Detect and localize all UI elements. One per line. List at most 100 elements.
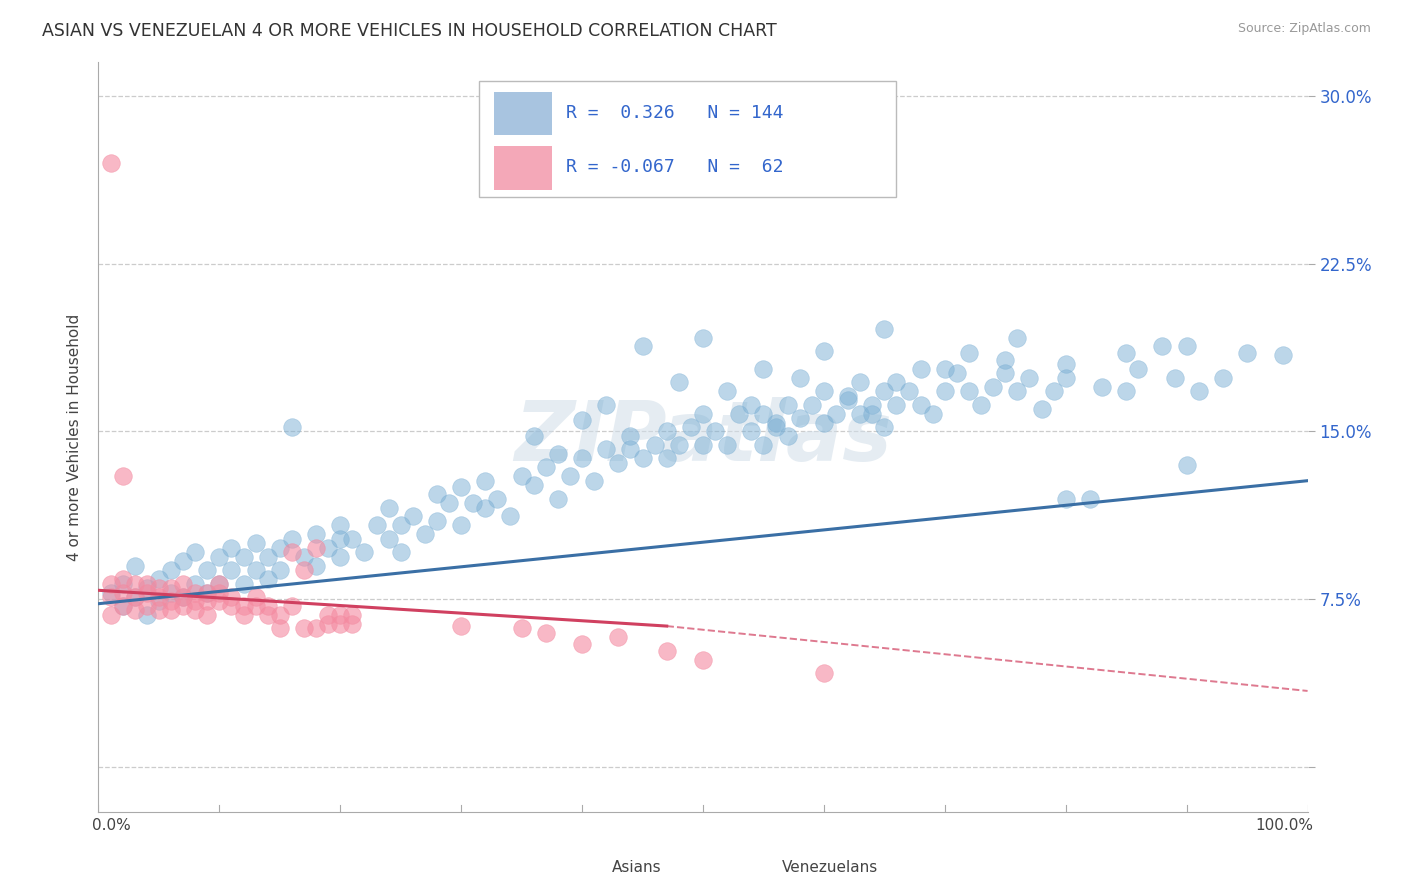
Point <box>776 398 799 412</box>
Point <box>256 549 278 564</box>
Point <box>100 156 122 170</box>
Point <box>897 384 920 399</box>
Point <box>377 532 399 546</box>
Point <box>534 625 557 640</box>
Point <box>752 438 775 452</box>
Point <box>510 621 533 635</box>
Point <box>184 545 207 559</box>
Point <box>740 398 762 412</box>
Point <box>813 666 835 681</box>
Point <box>1175 458 1198 472</box>
Point <box>704 425 727 439</box>
Point <box>269 541 291 555</box>
Point <box>208 594 231 608</box>
Point <box>208 576 231 591</box>
Point <box>934 384 956 399</box>
Point <box>172 590 194 604</box>
Point <box>148 572 170 586</box>
Text: Source: ZipAtlas.com: Source: ZipAtlas.com <box>1237 22 1371 36</box>
Point <box>160 603 183 617</box>
Point <box>1188 384 1211 399</box>
Point <box>208 585 231 599</box>
Point <box>160 581 183 595</box>
Point <box>256 599 278 613</box>
Point <box>124 558 146 573</box>
Point <box>208 576 231 591</box>
Point <box>523 478 546 492</box>
Point <box>184 594 207 608</box>
Point <box>595 398 617 412</box>
Point <box>679 420 702 434</box>
Point <box>100 607 122 622</box>
Point <box>510 469 533 483</box>
Point <box>1031 402 1053 417</box>
Point <box>111 599 134 613</box>
Point <box>389 518 412 533</box>
Point <box>571 637 593 651</box>
Point <box>957 346 980 360</box>
Point <box>692 407 714 421</box>
Point <box>1272 348 1295 362</box>
Point <box>232 607 254 622</box>
Point <box>994 352 1017 367</box>
Point <box>256 572 278 586</box>
Point <box>221 590 243 604</box>
Point <box>631 451 654 466</box>
Point <box>195 585 218 599</box>
Point <box>111 572 134 586</box>
Point <box>1128 362 1150 376</box>
Point <box>910 398 932 412</box>
Point <box>813 384 835 399</box>
Point <box>765 416 787 430</box>
Point <box>994 367 1017 381</box>
Point <box>860 407 883 421</box>
Point <box>800 398 823 412</box>
Point <box>245 590 267 604</box>
Point <box>1212 371 1234 385</box>
Point <box>655 643 678 657</box>
Point <box>148 590 170 604</box>
Point <box>305 541 328 555</box>
Point <box>195 607 218 622</box>
Point <box>342 607 364 622</box>
FancyBboxPatch shape <box>479 81 897 197</box>
Point <box>631 339 654 353</box>
FancyBboxPatch shape <box>727 856 773 880</box>
Point <box>316 541 339 555</box>
FancyBboxPatch shape <box>494 146 551 190</box>
Point <box>135 585 157 599</box>
Point <box>1007 330 1029 344</box>
Point <box>716 384 738 399</box>
Point <box>1115 384 1137 399</box>
Point <box>595 442 617 457</box>
Point <box>111 585 134 599</box>
Point <box>873 420 896 434</box>
Point <box>100 590 122 604</box>
Point <box>873 321 896 335</box>
Point <box>825 407 848 421</box>
Text: ZIPatlas: ZIPatlas <box>515 397 891 477</box>
Point <box>813 416 835 430</box>
Point <box>450 619 472 633</box>
Point <box>1042 384 1064 399</box>
Point <box>789 411 811 425</box>
Point <box>463 496 485 510</box>
Point <box>353 545 375 559</box>
Point <box>195 563 218 577</box>
Point <box>195 585 218 599</box>
Point <box>655 451 678 466</box>
Point <box>124 590 146 604</box>
Point <box>269 563 291 577</box>
Point <box>752 362 775 376</box>
Point <box>184 585 207 599</box>
Point <box>837 389 859 403</box>
Point <box>474 500 496 515</box>
Point <box>849 407 872 421</box>
Point <box>124 590 146 604</box>
Point <box>245 563 267 577</box>
Point <box>269 621 291 635</box>
Point <box>305 527 328 541</box>
Point <box>111 599 134 613</box>
Point <box>692 652 714 666</box>
Point <box>571 413 593 427</box>
